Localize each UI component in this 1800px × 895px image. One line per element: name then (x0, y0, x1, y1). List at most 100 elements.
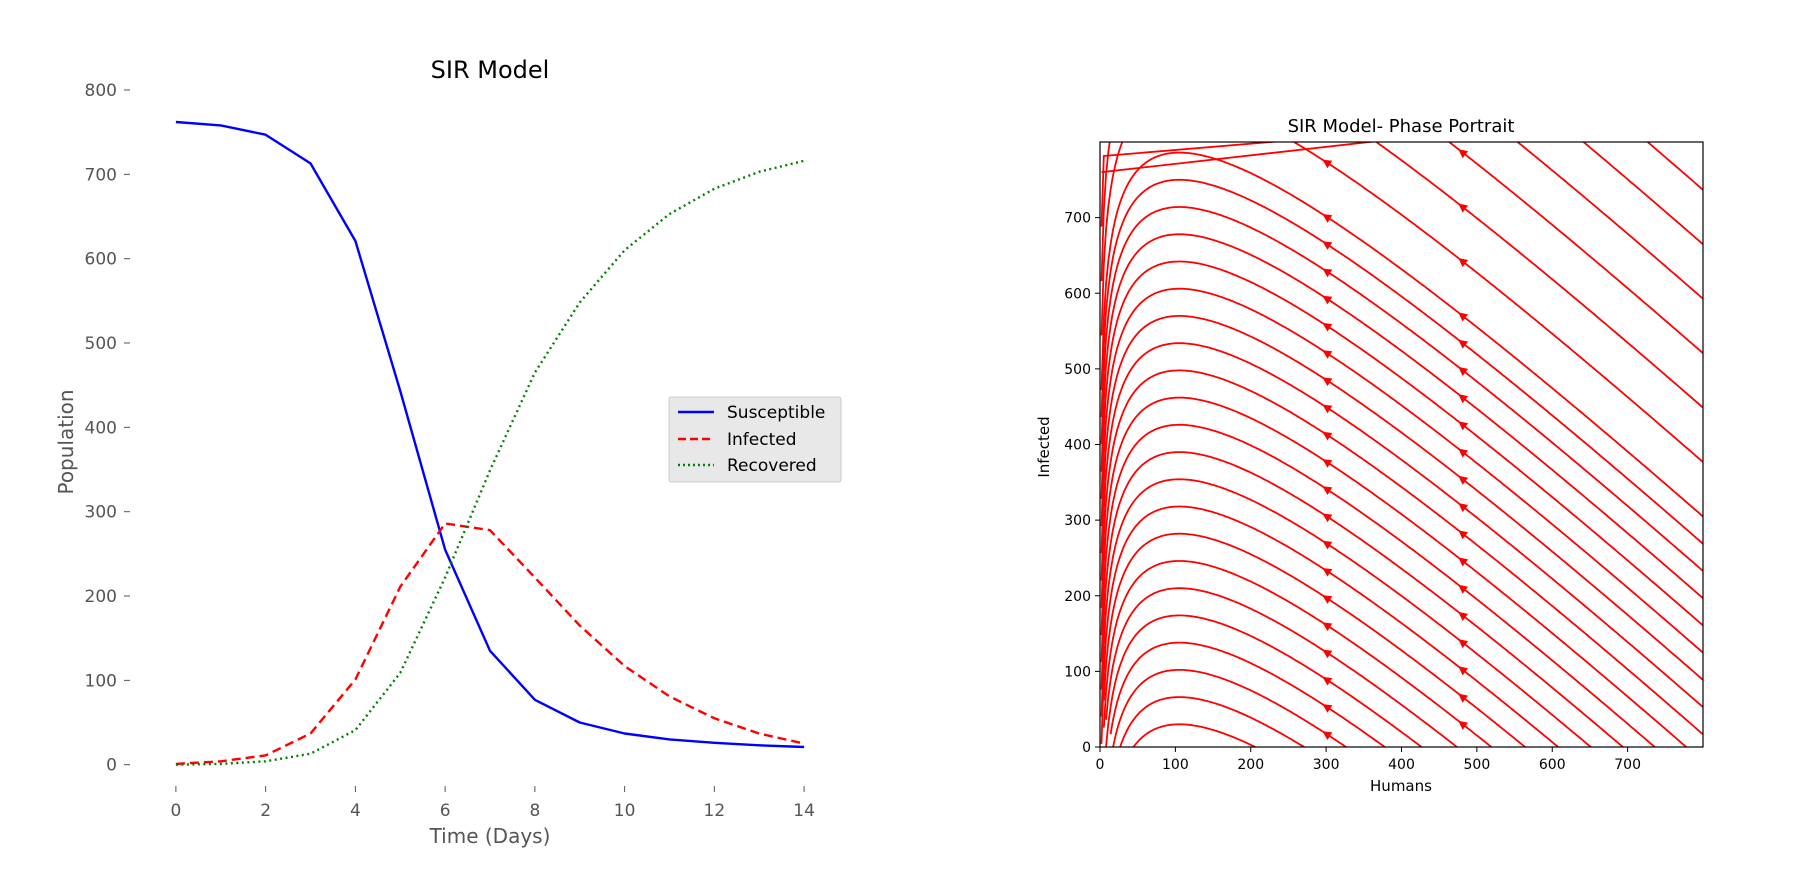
stream-arrow (1458, 557, 1469, 567)
right-y-axis: 0 100 200 300 400 500 600 700 (1064, 211, 1100, 756)
streamline (1109, 641, 1387, 747)
right-chart-title: SIR Model- Phase Portrait (1288, 116, 1515, 137)
streamline (1102, 560, 1493, 747)
stream-arrow (1322, 268, 1333, 278)
stream-arrow (1322, 486, 1333, 495)
streamline (1100, 451, 1625, 747)
stream-arrow (1322, 622, 1333, 632)
stream-arrow (1322, 595, 1333, 604)
streamline (1100, 396, 1688, 747)
stream-arrow (1322, 214, 1333, 223)
streamline (1100, 423, 1657, 747)
streamline (1100, 287, 1703, 654)
streamline (1100, 342, 1703, 709)
right-x-tick-label: 700 (1614, 757, 1641, 773)
left-y-tick-label: 500 (85, 334, 117, 354)
stream-arrow (1322, 377, 1333, 387)
right-x-tick-label: 500 (1464, 757, 1491, 773)
sir-time-chart: SIR Model 0 100 200 300 400 500 600 700 800 0 2 4 6… (54, 56, 842, 848)
left-x-axis-label: Time (Days) (429, 824, 551, 848)
stream-arrow (1458, 394, 1469, 404)
right-y-tick-label: 0 (1082, 740, 1091, 756)
stream-arrow (1458, 448, 1469, 458)
stream-arrow (1458, 639, 1469, 649)
streamline (1582, 142, 1703, 246)
stream-arrow (1322, 159, 1333, 169)
right-x-axis: 0 100 200 300 400 500 600 700 (1096, 747, 1641, 773)
stream-arrow (1458, 475, 1469, 485)
streamline (1112, 669, 1348, 747)
streamline (1100, 233, 1703, 600)
right-y-tick-label: 300 (1064, 513, 1091, 529)
legend-box (668, 396, 842, 483)
stream-arrow (1458, 258, 1469, 268)
streamline (1100, 206, 1703, 573)
stream-arrow (1322, 459, 1333, 468)
streamline (1119, 696, 1306, 747)
stream-arrow (1322, 731, 1333, 740)
streamline (1100, 260, 1703, 627)
legend-label-susceptible: Susceptible (727, 403, 825, 423)
streamline (1105, 614, 1424, 747)
stream-arrow (1458, 720, 1469, 730)
right-y-axis-label: Infected (1035, 416, 1053, 477)
left-series-lines (175, 120, 805, 766)
left-y-tick-label: 700 (85, 165, 117, 185)
phase-streamlines (1100, 142, 1703, 747)
streamline (1100, 369, 1703, 736)
stream-arrow (1322, 704, 1333, 713)
streamline (1105, 587, 1459, 747)
right-x-tick-label: 0 (1096, 757, 1105, 773)
streamline (1100, 314, 1703, 682)
right-y-tick-label: 400 (1064, 438, 1091, 454)
right-y-tick-label: 600 (1064, 286, 1091, 302)
left-y-tick-label: 400 (85, 418, 117, 438)
stream-arrow (1458, 666, 1469, 676)
streamline (1646, 142, 1703, 191)
left-y-tick-label: 200 (85, 587, 117, 607)
left-y-axis: 0 100 200 300 400 500 600 700 800 (85, 81, 130, 776)
stream-arrow (1322, 404, 1333, 414)
stream-arrow (1458, 584, 1469, 594)
left-y-tick-label: 300 (85, 503, 117, 523)
stream-arrow (1322, 540, 1333, 550)
right-y-tick-label: 700 (1064, 211, 1091, 227)
stream-arrow (1458, 421, 1469, 431)
stream-arrow (1322, 322, 1333, 332)
streamline (1102, 532, 1527, 747)
stream-arrow (1458, 530, 1469, 540)
right-x-tick-label: 400 (1388, 757, 1415, 773)
sir-phase-portrait: SIR Model- Phase Portrait 0 100 200 300 400 5… (1035, 116, 1704, 795)
left-x-tick-label: 8 (529, 801, 540, 821)
left-y-tick-label: 600 (85, 250, 117, 270)
stream-arrow (1322, 295, 1333, 305)
streamline (1132, 723, 1258, 747)
series-line-recovered (175, 159, 805, 766)
left-x-tick-label: 2 (260, 801, 271, 821)
left-x-tick-label: 12 (704, 801, 726, 821)
right-y-tick-label: 100 (1064, 664, 1091, 680)
series-line-susceptible (175, 120, 805, 749)
streamline (1100, 478, 1593, 747)
left-y-tick-label: 0 (106, 756, 117, 776)
series-line-infected (175, 522, 805, 766)
left-legend: Susceptible Infected Recovered (668, 396, 842, 483)
stream-arrow (1322, 676, 1333, 686)
left-y-axis-label: Population (54, 389, 78, 494)
right-x-tick-label: 100 (1162, 757, 1189, 773)
left-y-tick-label: 800 (85, 81, 117, 101)
stream-arrow (1322, 350, 1333, 359)
left-x-tick-label: 14 (793, 801, 815, 821)
stream-arrow (1458, 339, 1469, 349)
stream-arrow (1458, 693, 1469, 703)
streamline (1100, 505, 1560, 747)
left-chart-title: SIR Model (431, 56, 550, 84)
left-y-tick-label: 100 (85, 671, 117, 691)
legend-label-recovered: Recovered (727, 456, 817, 476)
stream-arrow (1322, 241, 1333, 250)
streamline (1100, 142, 1703, 409)
streamline (1100, 142, 1703, 355)
streamline (1100, 178, 1703, 545)
right-y-tick-label: 500 (1064, 362, 1091, 378)
